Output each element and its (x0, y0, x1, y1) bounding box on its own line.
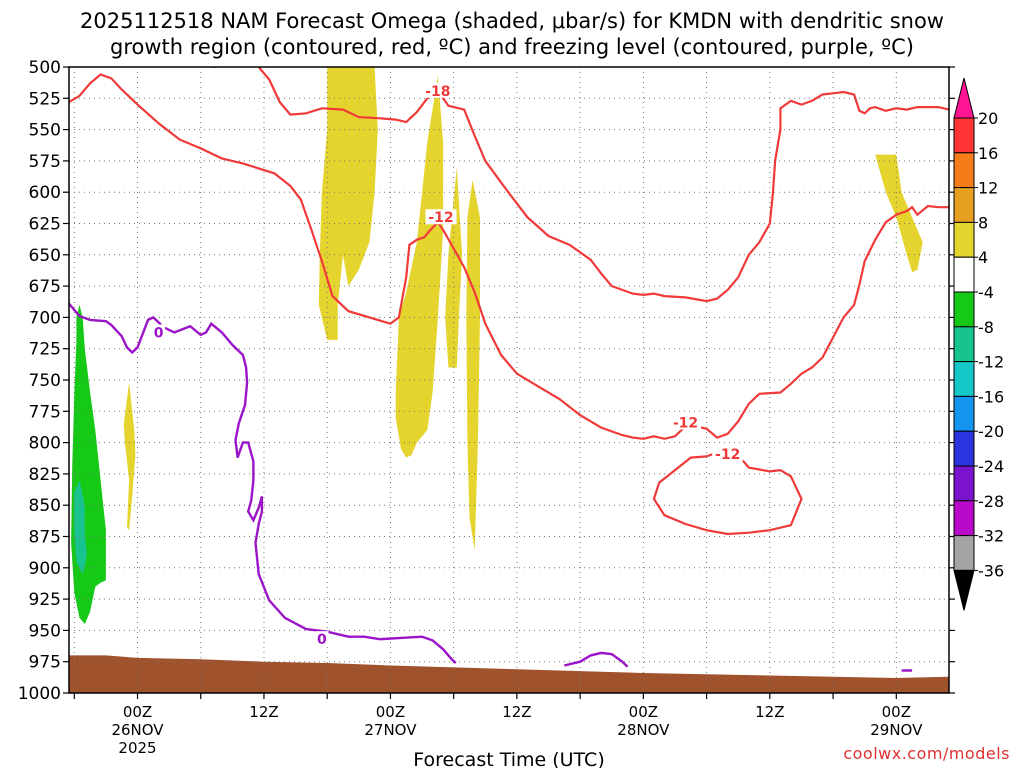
colorbar-segment (953, 221, 975, 258)
contour-label: -12 (428, 210, 453, 226)
y-tick-label: 750 (29, 371, 61, 391)
x-tick-date: 28NOV (617, 721, 670, 739)
y-tick-label: 500 (29, 58, 61, 78)
colorbar-segment (953, 465, 975, 502)
colorbar-segment (953, 535, 975, 571)
colorbar-segment (953, 152, 975, 189)
contour-label-bg (670, 414, 702, 430)
y-tick-label: 800 (29, 434, 61, 454)
dgz-contour-minus18 (257, 67, 949, 303)
y-tick-label: 825 (29, 465, 61, 485)
contour-label: 0 (154, 325, 164, 341)
y-tick-label: 700 (29, 308, 61, 328)
colorbar-label: -36 (978, 561, 1004, 580)
colorbar-label: -4 (978, 283, 994, 302)
freezing-level-contour (69, 302, 457, 664)
x-tick-date: 29NOV (870, 721, 923, 739)
contour-label: -12 (715, 447, 740, 463)
y-tick-label: 650 (29, 246, 61, 266)
dgz-contour-minus12 (69, 73, 949, 440)
colorbar-label: -32 (978, 527, 1004, 546)
chart-title-line1: 2025112518 NAM Forecast Omega (shaded, μ… (80, 9, 944, 33)
y-tick-label: 675 (29, 277, 61, 297)
freezing-level-contour (564, 651, 629, 668)
x-tick-year: 2025 (118, 739, 156, 757)
colorbar-segment (953, 326, 975, 363)
contour-label: -18 (425, 84, 450, 100)
contour-label-bg (152, 324, 166, 340)
colorbar-segment (953, 430, 975, 467)
omega-region-4-to-8 (123, 382, 136, 531)
x-tick-date: 26NOV (111, 721, 164, 739)
y-tick-label: 725 (29, 340, 61, 360)
x-tick-label: 12Z (249, 703, 278, 721)
credit-text: coolwx.com/models (843, 744, 1010, 763)
y-tick-label: 550 (29, 121, 61, 141)
colorbar-label: -24 (978, 457, 1004, 476)
y-tick-label: 875 (29, 528, 61, 548)
x-axis-label: Forecast Time (UTC) (413, 749, 604, 768)
chart-title-line2: growth region (contoured, red, ºC) and f… (110, 35, 914, 59)
colorbar-bottom-triangle (953, 569, 975, 611)
y-tick-label: 525 (29, 89, 61, 109)
omega-region-minus8-to-minus12 (74, 480, 87, 575)
x-tick-label: 00Z (882, 703, 911, 721)
colorbar-label: -12 (978, 353, 1004, 372)
colorbar-label: 20 (978, 109, 998, 128)
colorbar-label: -20 (978, 422, 1004, 441)
y-tick-label: 1000 (18, 684, 61, 704)
colorbar-segment (953, 500, 975, 537)
contour-label-bg (315, 631, 329, 647)
y-tick-label: 625 (29, 215, 61, 235)
y-tick-label: 600 (29, 183, 61, 203)
colorbar-segment (953, 361, 975, 397)
colorbar-label: 16 (978, 144, 998, 163)
terrain-fill (69, 655, 949, 693)
colorbar-label: -28 (978, 492, 1004, 511)
colorbar-label: 4 (978, 248, 988, 267)
colorbar-segment (953, 187, 975, 223)
colorbar-label: -8 (978, 318, 994, 337)
colorbar-segment (953, 117, 975, 154)
x-tick-label: 00Z (376, 703, 405, 721)
contour-label: 0 (317, 632, 327, 648)
omega-region-4-to-8 (395, 75, 444, 458)
x-tick-label: 00Z (629, 703, 658, 721)
omega-region-4-to-8 (318, 67, 378, 340)
colorbar-segment (953, 291, 975, 328)
y-tick-label: 900 (29, 559, 61, 579)
contour-label-bg (425, 209, 457, 225)
y-tick-label: 575 (29, 152, 61, 172)
y-tick-label: 925 (29, 590, 61, 610)
x-tick-date: 27NOV (364, 721, 417, 739)
x-tick-label: 12Z (755, 703, 784, 721)
colorbar-segment (953, 256, 975, 293)
omega-region-4-to-8 (466, 179, 480, 551)
colorbar-label: 12 (978, 179, 998, 198)
omega-region-minus4-to-minus8 (71, 304, 106, 625)
x-tick-label: 12Z (502, 703, 531, 721)
colorbar-top-triangle (953, 77, 975, 119)
colorbar-segment (953, 395, 975, 432)
y-tick-label: 975 (29, 653, 61, 673)
contour-label: -12 (673, 416, 698, 432)
y-tick-label: 850 (29, 496, 61, 516)
y-tick-label: 775 (29, 402, 61, 422)
x-tick-label: 00Z (123, 703, 152, 721)
contour-label-bg (422, 82, 454, 98)
contour-label-bg (712, 445, 744, 461)
colorbar-label: -16 (978, 387, 1004, 406)
y-tick-label: 950 (29, 621, 61, 641)
colorbar-label: 8 (978, 213, 988, 232)
